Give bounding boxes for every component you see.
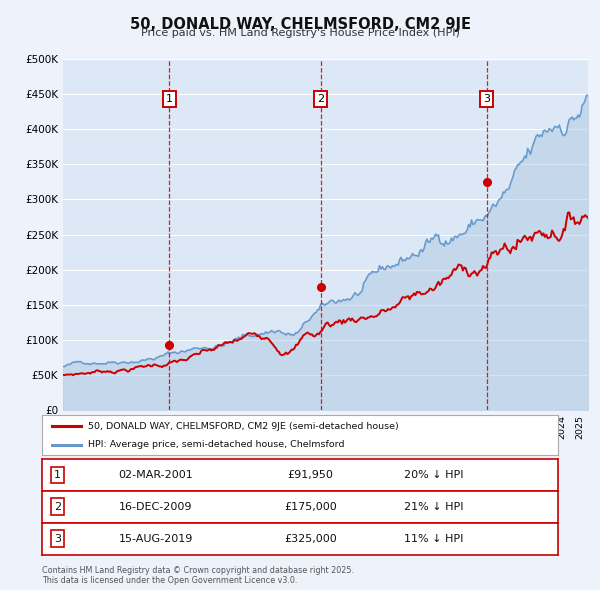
Text: 3: 3 (54, 534, 61, 543)
Text: Contains HM Land Registry data © Crown copyright and database right 2025.
This d: Contains HM Land Registry data © Crown c… (42, 566, 354, 585)
Text: 2: 2 (317, 94, 324, 104)
Text: 1: 1 (166, 94, 173, 104)
Text: 21% ↓ HPI: 21% ↓ HPI (404, 502, 464, 512)
Text: £91,950: £91,950 (287, 470, 333, 480)
Text: HPI: Average price, semi-detached house, Chelmsford: HPI: Average price, semi-detached house,… (88, 440, 345, 449)
Text: 50, DONALD WAY, CHELMSFORD, CM2 9JE: 50, DONALD WAY, CHELMSFORD, CM2 9JE (130, 17, 470, 31)
Text: 3: 3 (483, 94, 490, 104)
Text: Price paid vs. HM Land Registry's House Price Index (HPI): Price paid vs. HM Land Registry's House … (140, 28, 460, 38)
Text: 11% ↓ HPI: 11% ↓ HPI (404, 534, 464, 543)
Text: £325,000: £325,000 (284, 534, 337, 543)
Text: £175,000: £175,000 (284, 502, 337, 512)
Text: 02-MAR-2001: 02-MAR-2001 (118, 470, 193, 480)
Text: 15-AUG-2019: 15-AUG-2019 (118, 534, 193, 543)
Text: 2: 2 (54, 502, 61, 512)
Text: 50, DONALD WAY, CHELMSFORD, CM2 9JE (semi-detached house): 50, DONALD WAY, CHELMSFORD, CM2 9JE (sem… (88, 422, 399, 431)
Text: 16-DEC-2009: 16-DEC-2009 (119, 502, 192, 512)
Text: 20% ↓ HPI: 20% ↓ HPI (404, 470, 464, 480)
Text: 1: 1 (54, 470, 61, 480)
